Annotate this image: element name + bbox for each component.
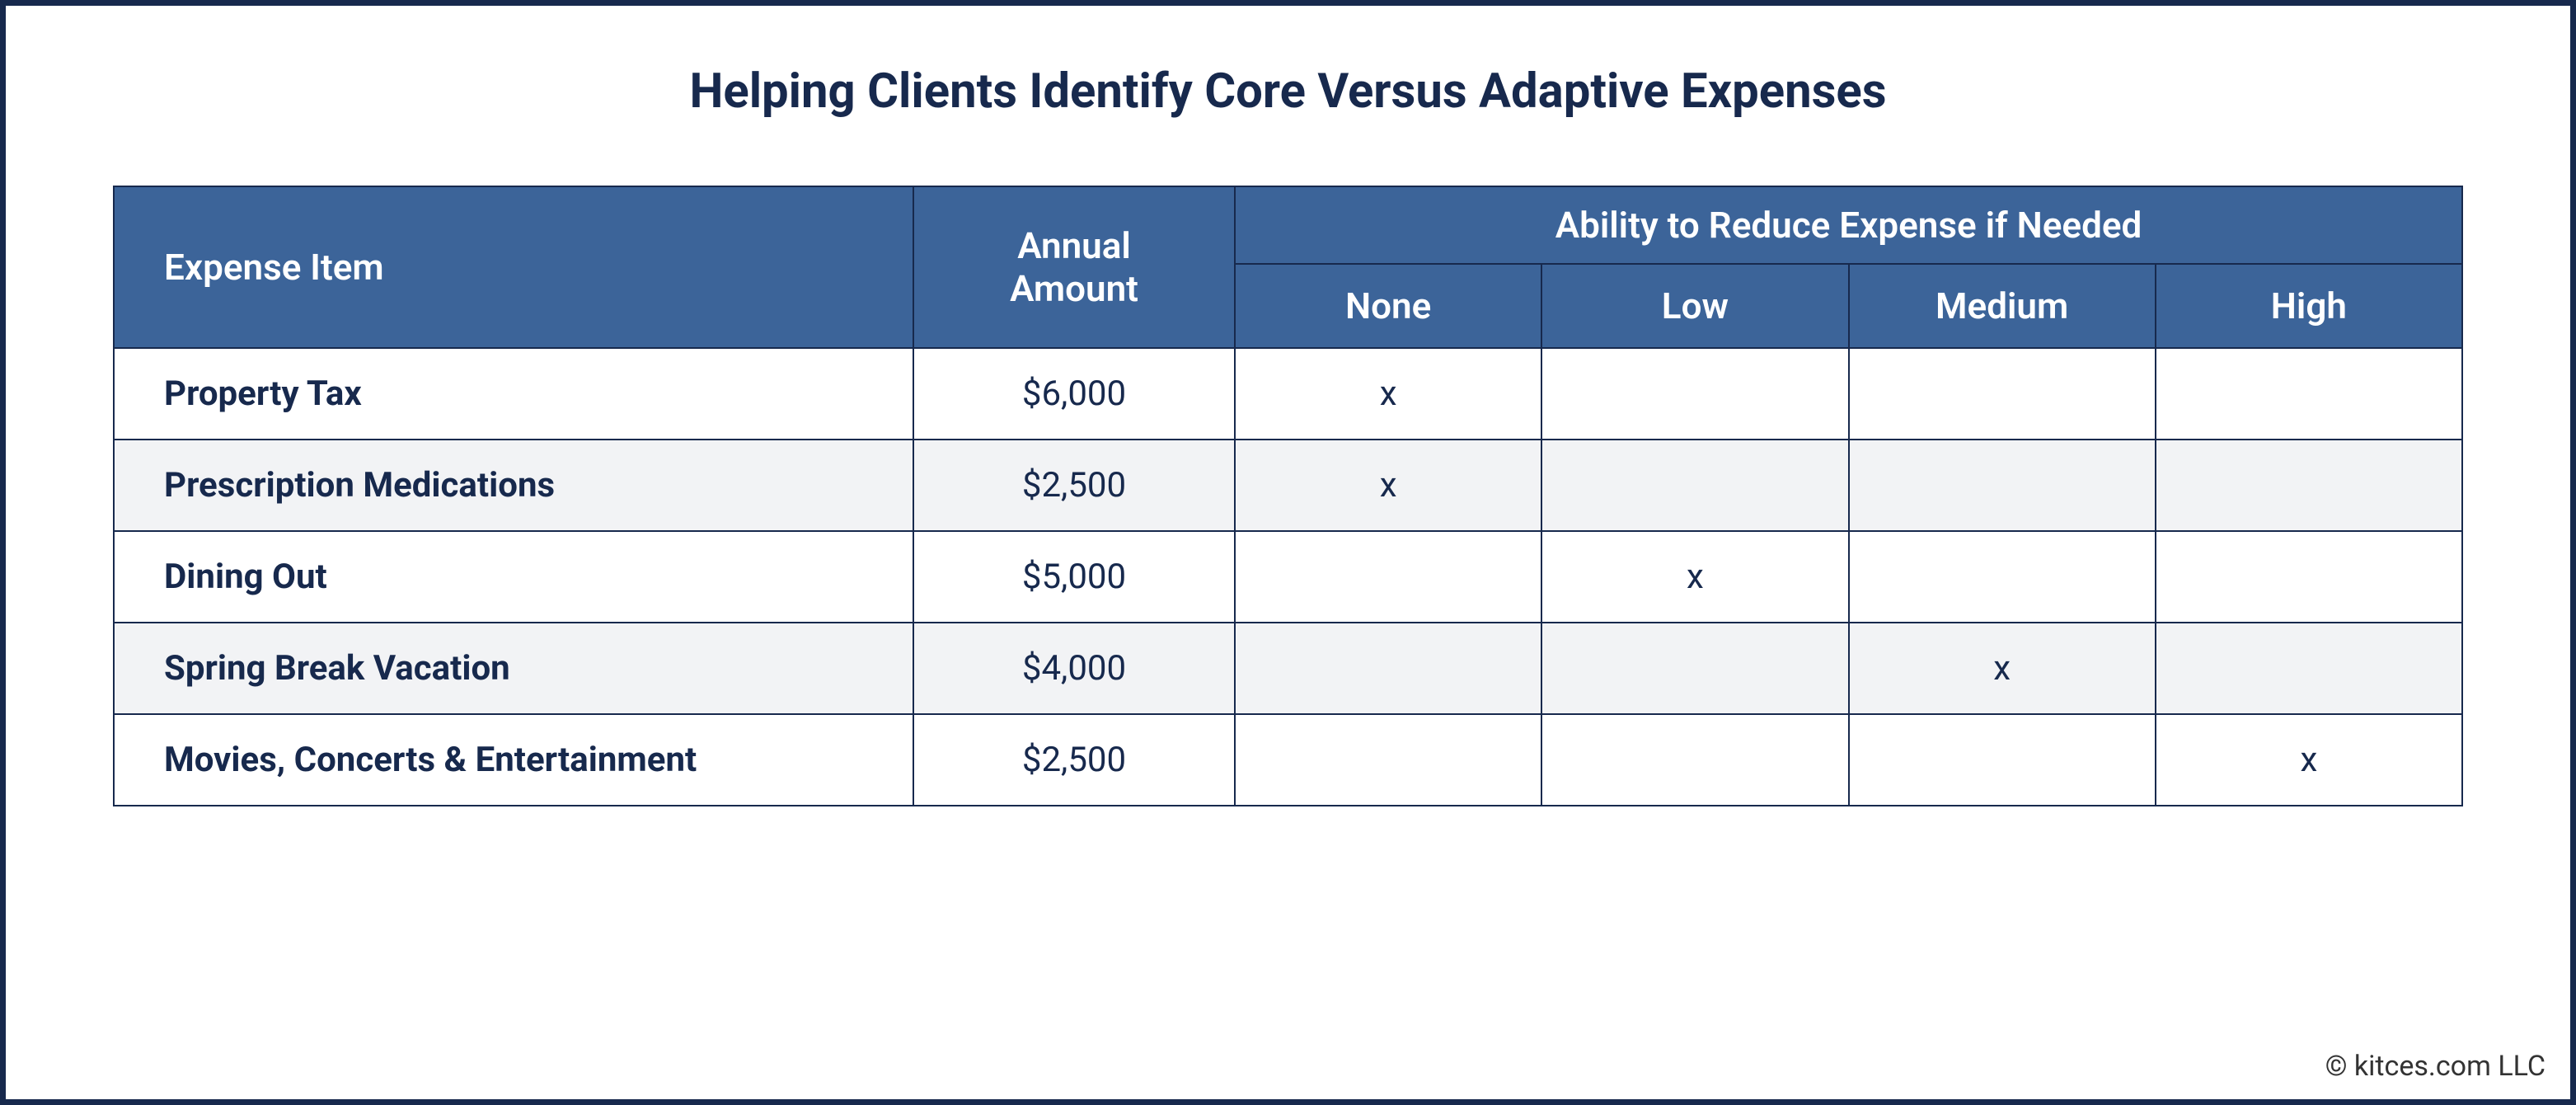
flex-cell-none	[1235, 531, 1541, 623]
expenses-table: Expense Item AnnualAmount Ability to Red…	[113, 186, 2463, 806]
flex-cell-none: x	[1235, 348, 1541, 440]
flex-cell-medium	[1849, 531, 2156, 623]
flex-cell-medium: x	[1849, 623, 2156, 714]
header-annual-amount-line2: Amount	[1010, 267, 1138, 310]
amount-cell: $4,000	[913, 623, 1235, 714]
flex-cell-high	[2156, 348, 2462, 440]
amount-cell: $2,500	[913, 440, 1235, 531]
header-annual-amount: AnnualAmount	[913, 186, 1235, 348]
flex-cell-medium	[1849, 440, 2156, 531]
table-header: Expense Item AnnualAmount Ability to Red…	[114, 186, 2462, 348]
header-level-high: High	[2156, 264, 2462, 348]
amount-cell: $5,000	[913, 531, 1235, 623]
flex-cell-high	[2156, 623, 2462, 714]
flex-cell-high: x	[2156, 714, 2462, 806]
expense-name-cell: Prescription Medications	[114, 440, 913, 531]
expense-name-cell: Property Tax	[114, 348, 913, 440]
table-row: Prescription Medications $2,500 x	[114, 440, 2462, 531]
table-row: Spring Break Vacation $4,000 x	[114, 623, 2462, 714]
table-row: Movies, Concerts & Entertainment $2,500 …	[114, 714, 2462, 806]
flex-cell-low	[1541, 714, 1848, 806]
flex-cell-medium	[1849, 714, 2156, 806]
table-row: Property Tax $6,000 x	[114, 348, 2462, 440]
header-expense-item: Expense Item	[114, 186, 913, 348]
expense-name-cell: Dining Out	[114, 531, 913, 623]
outer-frame: Helping Clients Identify Core Versus Ada…	[0, 0, 2576, 1105]
flex-cell-none	[1235, 623, 1541, 714]
flex-cell-low	[1541, 623, 1848, 714]
flex-cell-medium	[1849, 348, 2156, 440]
header-ability-group: Ability to Reduce Expense if Needed	[1235, 186, 2462, 264]
flex-cell-low	[1541, 348, 1848, 440]
flex-cell-none	[1235, 714, 1541, 806]
page-title: Helping Clients Identify Core Versus Ada…	[113, 63, 2463, 120]
expense-name-cell: Spring Break Vacation	[114, 623, 913, 714]
header-level-low: Low	[1541, 264, 1848, 348]
header-level-none: None	[1235, 264, 1541, 348]
table-row: Dining Out $5,000 x	[114, 531, 2462, 623]
table-body: Property Tax $6,000 x Prescription Medic…	[114, 348, 2462, 806]
header-level-medium: Medium	[1849, 264, 2156, 348]
flex-cell-low	[1541, 440, 1848, 531]
amount-cell: $2,500	[913, 714, 1235, 806]
flex-cell-none: x	[1235, 440, 1541, 531]
flex-cell-high	[2156, 440, 2462, 531]
flex-cell-high	[2156, 531, 2462, 623]
expense-name-cell: Movies, Concerts & Entertainment	[114, 714, 913, 806]
amount-cell: $6,000	[913, 348, 1235, 440]
flex-cell-low: x	[1541, 531, 1848, 623]
copyright-text: © kitces.com LLC	[2325, 1050, 2546, 1083]
header-annual-amount-line1: Annual	[1017, 224, 1131, 267]
